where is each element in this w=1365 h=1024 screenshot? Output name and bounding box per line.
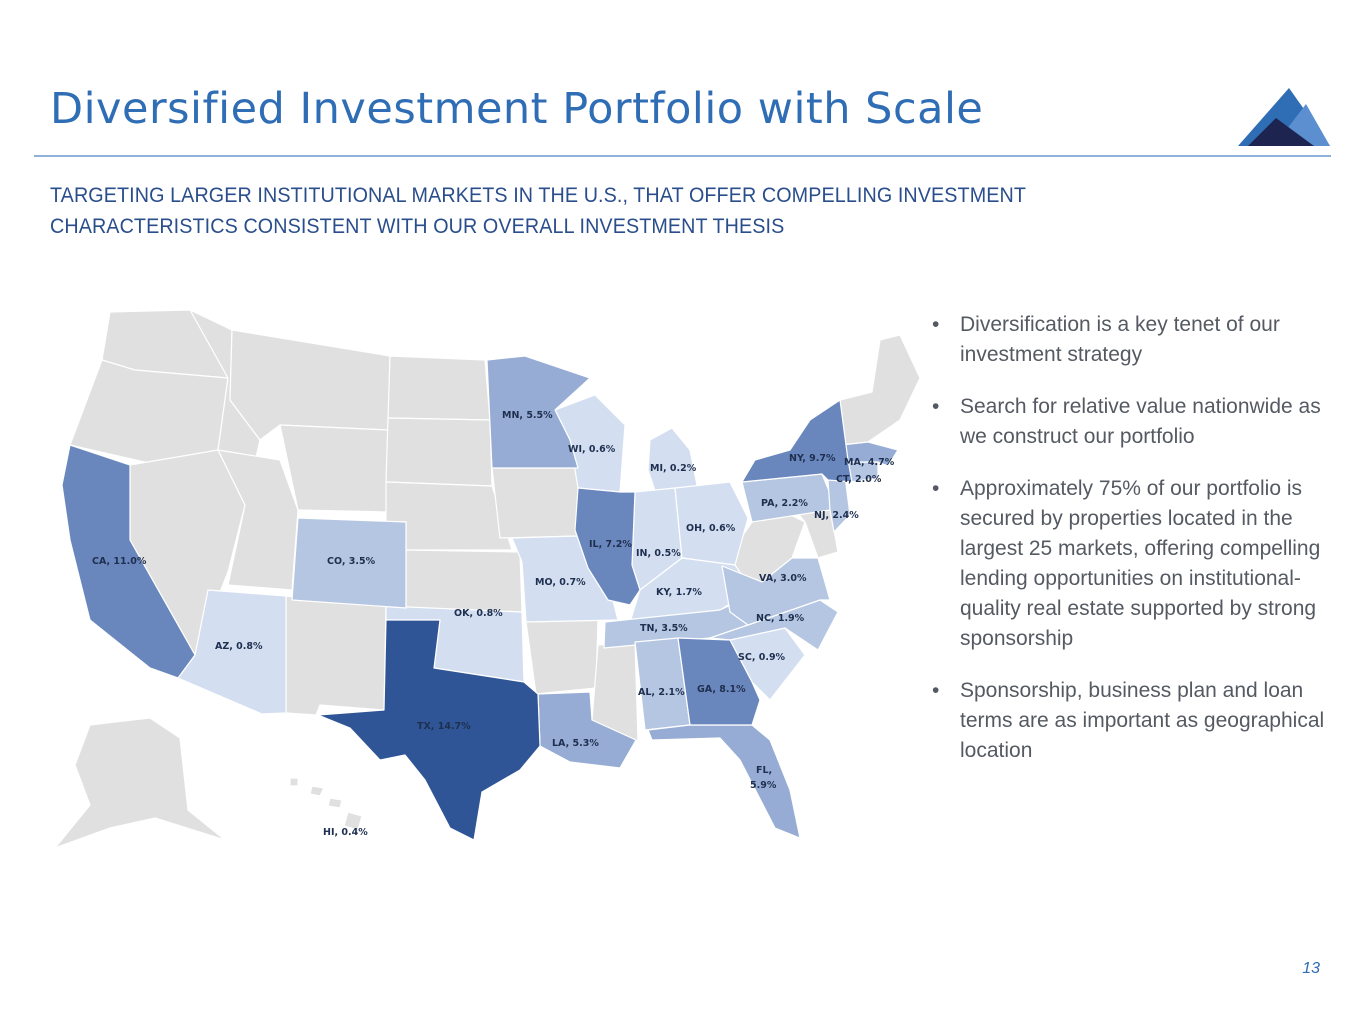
label-mo: MO, 0.7% bbox=[535, 577, 586, 588]
state-nm bbox=[285, 595, 387, 716]
state-ga bbox=[677, 637, 761, 726]
state-mn bbox=[486, 355, 591, 469]
label-ct: CT, 2.0% bbox=[836, 474, 882, 485]
label-ca: CA, 11.0% bbox=[92, 556, 147, 567]
state-la bbox=[537, 691, 637, 769]
state-ut bbox=[217, 449, 299, 591]
bullet-item: Sponsorship, business plan and loan term… bbox=[930, 676, 1350, 766]
label-ma: MA, 4.7% bbox=[844, 457, 895, 468]
label-la: LA, 5.3% bbox=[552, 738, 599, 749]
state-co bbox=[291, 517, 407, 609]
state-ny bbox=[741, 399, 853, 483]
label-il: IL, 7.2% bbox=[589, 539, 632, 550]
label-sc: SC, 0.9% bbox=[738, 652, 786, 663]
label-nc: NC, 1.9% bbox=[756, 613, 805, 624]
label-al: AL, 2.1% bbox=[638, 687, 685, 698]
state-nd bbox=[387, 355, 491, 421]
label-ky: KY, 1.7% bbox=[656, 587, 702, 598]
label-nj: NJ, 2.4% bbox=[814, 510, 859, 521]
label-tn: TN, 3.5% bbox=[640, 623, 688, 634]
label-tx: TX, 14.7% bbox=[417, 721, 471, 732]
slide-subtitle: TARGETING LARGER INSTITUTIONAL MARKETS I… bbox=[50, 184, 1026, 238]
state-hi bbox=[289, 777, 363, 831]
label-mn: MN, 5.5% bbox=[502, 410, 553, 421]
state-il bbox=[574, 487, 641, 606]
label-mi: MI, 0.2% bbox=[650, 463, 697, 474]
label-ga: GA, 8.1% bbox=[697, 684, 746, 695]
label-va: VA, 3.0% bbox=[759, 573, 807, 584]
label-az: AZ, 0.8% bbox=[215, 641, 263, 652]
label-wi: WI, 0.6% bbox=[568, 444, 616, 455]
label-ny: NY, 9.7% bbox=[789, 453, 836, 464]
label-oh: OH, 0.6% bbox=[686, 523, 736, 534]
state-oh bbox=[674, 481, 749, 566]
state-fl bbox=[647, 724, 801, 839]
us-portfolio-map: CA, 11.0% AZ, 0.8% CO, 3.5% TX, 14.7% OK… bbox=[54, 309, 921, 849]
slide-title: Diversified Investment Portfolio with Sc… bbox=[50, 84, 984, 134]
label-fl-1: FL, bbox=[756, 765, 772, 776]
bullet-item: Approximately 75% of our portfolio is se… bbox=[930, 474, 1350, 654]
state-wy bbox=[279, 424, 389, 513]
state-va bbox=[721, 557, 831, 626]
label-co: CO, 3.5% bbox=[327, 556, 376, 567]
state-labels: CA, 11.0% AZ, 0.8% CO, 3.5% TX, 14.7% OK… bbox=[92, 410, 895, 838]
label-in: IN, 0.5% bbox=[636, 548, 681, 559]
bullet-item: Diversification is a key tenet of our in… bbox=[930, 310, 1350, 370]
company-logo bbox=[1238, 88, 1330, 146]
state-vt-nh-me bbox=[839, 334, 921, 446]
page-number: 13 bbox=[1302, 960, 1320, 977]
state-ak bbox=[54, 717, 226, 849]
state-ca bbox=[61, 444, 196, 679]
state-ks bbox=[405, 549, 523, 613]
label-ok: OK, 0.8% bbox=[454, 608, 503, 619]
state-mt bbox=[229, 329, 391, 441]
label-fl-2: 5.9% bbox=[750, 780, 777, 791]
state-ar bbox=[525, 619, 599, 695]
label-hi: HI, 0.4% bbox=[323, 827, 368, 838]
state-tx bbox=[317, 619, 541, 841]
key-points-list: Diversification is a key tenet of our in… bbox=[930, 310, 1350, 788]
label-pa: PA, 2.2% bbox=[761, 498, 808, 509]
title-divider bbox=[34, 155, 1331, 157]
bullet-item: Search for relative value nationwide as … bbox=[930, 392, 1350, 452]
state-shapes bbox=[54, 309, 921, 849]
state-sd bbox=[385, 417, 493, 487]
